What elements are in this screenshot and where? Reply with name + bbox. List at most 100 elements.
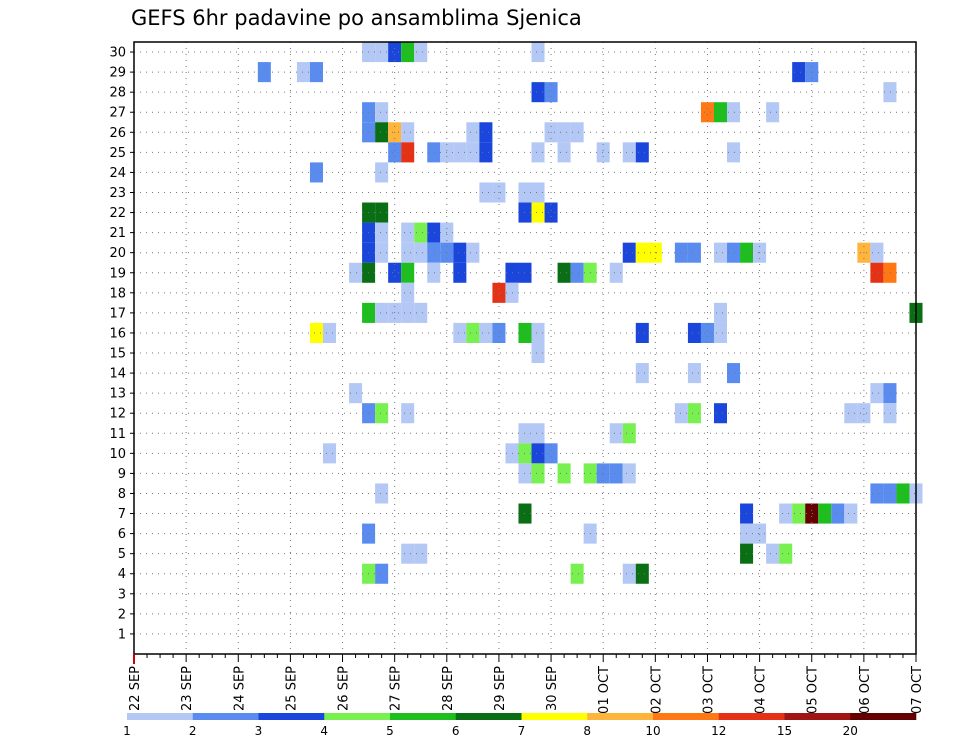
- heatmap-cell: [635, 322, 649, 343]
- x-axis: 22 SEP 23 SEP 24 SEP 25 SEP 26 SEP 27 SEP 28 S…: [128, 654, 925, 714]
- grid-lines: [134, 42, 916, 654]
- colorbar-label: 4: [320, 724, 328, 738]
- heatmap-cell: [453, 242, 467, 263]
- x-tick-label: 25 SEP: [284, 666, 299, 711]
- colorbar-segment: [324, 713, 391, 720]
- heatmap-cell: [505, 443, 519, 464]
- heatmap-cell: [713, 242, 728, 263]
- heatmap-cell: [466, 242, 480, 263]
- heatmap-cell: [700, 102, 714, 123]
- colorbar-label: 8: [583, 724, 591, 738]
- heatmap-cell: [883, 262, 897, 283]
- y-tick-label: 11: [109, 427, 126, 442]
- y-tick-label: 15: [109, 347, 126, 362]
- heatmap-cell: [375, 302, 389, 323]
- heatmap-cell: [870, 242, 884, 263]
- x-tick-label: 27 SEP: [389, 666, 404, 711]
- heatmap-cell: [622, 463, 636, 484]
- colorbar-segment: [192, 713, 259, 720]
- heatmap-cell: [596, 463, 610, 484]
- heatmap-cell: [414, 242, 428, 263]
- y-tick-label: 30: [109, 46, 126, 61]
- heatmap-cell: [609, 423, 623, 444]
- heatmap-cell: [401, 122, 415, 143]
- colorbar-segment: [587, 713, 654, 720]
- heatmap-cell: [622, 563, 636, 584]
- y-tick-label: 21: [109, 226, 126, 241]
- colorbar-label: 2: [189, 724, 197, 738]
- heatmap-cell: [531, 322, 545, 343]
- heatmap-cell: [727, 142, 741, 163]
- heatmap-cell: [309, 322, 323, 343]
- heatmap-cell: [844, 403, 858, 424]
- heatmap-cell: [687, 403, 701, 424]
- y-tick-label: 3: [118, 587, 126, 602]
- heatmap-cell: [570, 122, 584, 143]
- heatmap-cell: [635, 563, 649, 584]
- heatmap-cell: [727, 242, 741, 263]
- heatmap-cell: [414, 543, 428, 564]
- heatmap-cell: [674, 403, 688, 424]
- heatmap-cell: [257, 62, 271, 83]
- heatmap-cell: [687, 242, 701, 263]
- heatmap-cell: [792, 503, 806, 524]
- colorbar-label: 10: [645, 724, 660, 738]
- heatmap-cell: [453, 142, 467, 163]
- y-tick-label: 16: [109, 326, 126, 341]
- heatmap-cell: [883, 403, 897, 424]
- heatmap-cell: [635, 242, 649, 263]
- heatmap-cell: [375, 102, 389, 123]
- heatmap-cell: [401, 302, 415, 323]
- colorbar-segment: [390, 713, 457, 720]
- y-tick-label: 24: [109, 166, 126, 181]
- x-tick-label: 03 OCT: [701, 666, 716, 714]
- heatmap-cell: [453, 322, 467, 343]
- heatmap-cell: [557, 463, 571, 484]
- x-tick-label: 26 SEP: [337, 666, 352, 711]
- heatmap-cell: [375, 202, 389, 223]
- heatmap-cell: [544, 82, 558, 103]
- y-tick-label: 10: [109, 447, 126, 462]
- heatmap-cell: [375, 403, 389, 424]
- colorbar-segment: [455, 713, 522, 720]
- heatmap-cell: [713, 322, 728, 343]
- x-tick-label: 24 SEP: [232, 666, 247, 711]
- y-tick-label: 6: [118, 527, 126, 542]
- y-tick-label: 19: [109, 266, 126, 281]
- x-tick-label: 07 OCT: [910, 666, 925, 714]
- heatmap-cell: [531, 42, 545, 63]
- heatmap-cell: [466, 322, 480, 343]
- colorbar-segment: [521, 713, 588, 720]
- y-tick-label: 12: [109, 407, 126, 422]
- y-tick-label: 29: [109, 66, 126, 81]
- heatmap-cell: [401, 282, 415, 303]
- y-axis: 1234567891011121314151617181920212223242…: [109, 46, 134, 642]
- x-tick-label: 22 SEP: [128, 666, 143, 711]
- heatmap-cell: [766, 102, 780, 123]
- heatmap-cell: [466, 122, 480, 143]
- colorbar: 1 2 3 4 5 6 7 8 10 12 15 20: [123, 713, 917, 738]
- heatmap-cell: [557, 262, 571, 283]
- heatmap-cell: [531, 423, 545, 444]
- x-tick-label: 02 OCT: [649, 666, 664, 714]
- heatmap-cell: [388, 42, 402, 63]
- y-tick-label: 23: [109, 186, 126, 201]
- heatmap-cell: [401, 42, 415, 63]
- heatmap-cell: [349, 383, 363, 404]
- heatmap-cell: [570, 262, 584, 283]
- colorbar-label: 7: [518, 724, 526, 738]
- y-tick-label: 5: [118, 547, 126, 562]
- y-tick-label: 1: [118, 627, 126, 642]
- heatmap-cell: [883, 383, 897, 404]
- chart-title: GEFS 6hr padavine po ansamblima Sjenica: [131, 6, 582, 30]
- heatmap-cell: [544, 202, 558, 223]
- x-tick-label: 04 OCT: [754, 666, 769, 714]
- heatmap-cell: [531, 342, 545, 364]
- heatmap-cell: [401, 403, 415, 424]
- x-tick-label: 05 OCT: [806, 666, 821, 714]
- heatmap-cell: [375, 42, 389, 63]
- heatmap-cell: [531, 182, 545, 203]
- heatmap-cell: [766, 543, 780, 564]
- heatmap-cell: [779, 503, 793, 524]
